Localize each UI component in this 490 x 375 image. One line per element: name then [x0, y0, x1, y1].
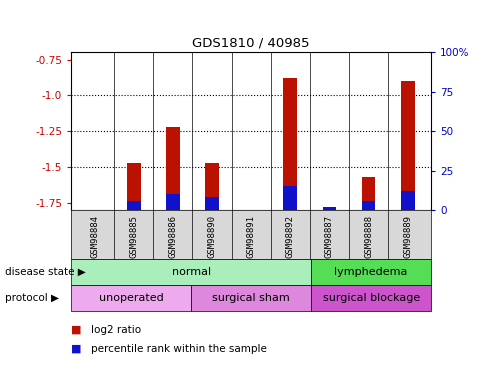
- Text: GSM98889: GSM98889: [403, 215, 412, 258]
- Text: GSM98890: GSM98890: [207, 215, 217, 258]
- Bar: [322, 207, 336, 210]
- Bar: [311, 285, 431, 311]
- Text: GSM98887: GSM98887: [325, 215, 334, 258]
- Text: GSM98891: GSM98891: [246, 215, 256, 258]
- Text: normal: normal: [172, 267, 211, 277]
- Text: surgical sham: surgical sham: [212, 293, 290, 303]
- Text: surgical blockage: surgical blockage: [322, 293, 420, 303]
- Text: GSM98884: GSM98884: [90, 215, 99, 258]
- Text: ■: ■: [71, 325, 81, 335]
- Text: unoperated: unoperated: [98, 293, 164, 303]
- Bar: [401, 81, 415, 210]
- Text: disease state ▶: disease state ▶: [5, 267, 86, 277]
- Bar: [71, 285, 191, 311]
- Bar: [401, 191, 415, 210]
- Text: log2 ratio: log2 ratio: [91, 325, 141, 335]
- Text: lymphedema: lymphedema: [335, 267, 408, 277]
- Bar: [283, 78, 297, 210]
- Bar: [362, 201, 375, 210]
- Bar: [283, 186, 297, 210]
- Bar: [191, 285, 311, 311]
- Text: GSM98886: GSM98886: [169, 215, 177, 258]
- Text: ■: ■: [71, 344, 81, 354]
- Bar: [311, 259, 431, 285]
- Text: GSM98888: GSM98888: [364, 215, 373, 258]
- Text: percentile rank within the sample: percentile rank within the sample: [91, 344, 267, 354]
- Text: GSM98885: GSM98885: [129, 215, 138, 258]
- Bar: [362, 177, 375, 210]
- Bar: [166, 127, 180, 210]
- Title: GDS1810 / 40985: GDS1810 / 40985: [193, 37, 310, 50]
- Text: protocol ▶: protocol ▶: [5, 293, 59, 303]
- Bar: [205, 197, 219, 210]
- Text: GSM98892: GSM98892: [286, 215, 295, 258]
- Bar: [205, 163, 219, 210]
- Bar: [71, 259, 311, 285]
- Bar: [166, 194, 180, 210]
- Bar: [127, 163, 141, 210]
- Bar: [127, 201, 141, 210]
